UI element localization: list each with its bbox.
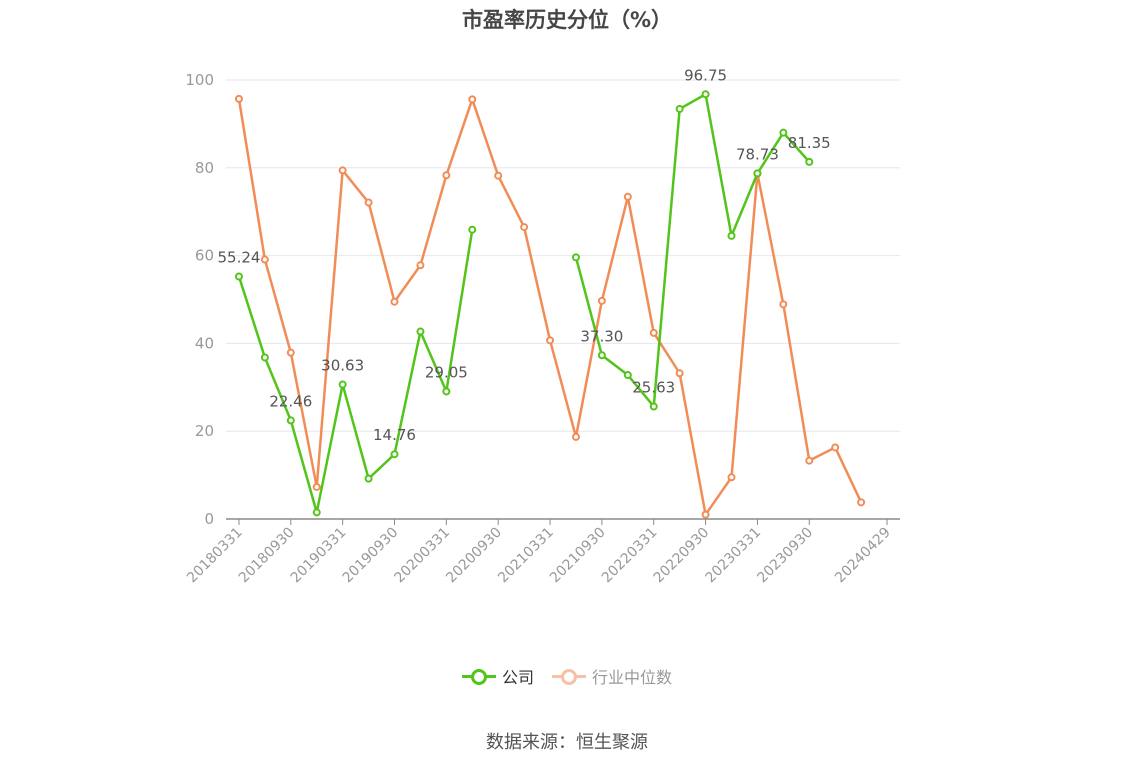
- data-point: [442, 387, 451, 396]
- data-point: [260, 255, 269, 264]
- data-point: [390, 450, 399, 459]
- data-point: [234, 94, 243, 103]
- data-point: [597, 351, 606, 360]
- data-point: [546, 336, 555, 345]
- data-point: [805, 456, 814, 465]
- data-label: 14.76: [373, 426, 416, 444]
- legend: 公司 行业中位数: [0, 664, 1134, 688]
- y-tick-label: 20: [195, 422, 214, 440]
- x-tick-label: 20200331: [391, 525, 453, 587]
- legend-item-company[interactable]: 公司: [461, 664, 534, 688]
- data-point: [234, 272, 243, 281]
- series-line: [237, 93, 811, 514]
- data-point: [597, 296, 606, 305]
- data-point: [312, 482, 321, 491]
- data-point: [701, 90, 710, 99]
- y-tick-label: 40: [195, 334, 214, 352]
- legend-industry-label: 行业中位数: [592, 668, 673, 687]
- data-point: [338, 166, 347, 175]
- data-point: [623, 371, 632, 380]
- data-point: [623, 192, 632, 201]
- data-label: 96.75: [684, 66, 727, 84]
- series-company: [234, 90, 814, 517]
- data-point: [364, 198, 373, 207]
- y-tick-label: 80: [195, 159, 214, 177]
- legend-company-marker-icon: [461, 669, 496, 685]
- x-tick-label: 20220331: [599, 525, 661, 587]
- data-point: [857, 498, 866, 507]
- data-point: [727, 231, 736, 240]
- data-label: 55.24: [217, 248, 260, 266]
- data-point: [286, 416, 295, 425]
- data-point: [364, 474, 373, 483]
- data-point: [779, 300, 788, 309]
- data-point: [649, 402, 658, 411]
- y-tick-label: 100: [185, 71, 214, 89]
- data-label: 78.73: [736, 145, 779, 163]
- data-point: [468, 95, 477, 104]
- data-point: [338, 380, 347, 389]
- data-source: 数据来源：恒生聚源: [486, 732, 648, 753]
- data-point: [831, 443, 840, 452]
- x-tick-label: 20210331: [495, 525, 557, 587]
- legend-item-industry-median[interactable]: 行业中位数: [552, 664, 672, 688]
- data-point: [416, 327, 425, 336]
- data-point: [260, 353, 269, 362]
- data-label: 37.30: [580, 327, 623, 345]
- x-tick-label: 20190331: [288, 525, 350, 587]
- y-tick-label: 60: [195, 247, 214, 265]
- x-tick-label: 20230331: [703, 525, 765, 587]
- data-label: 81.35: [788, 134, 831, 152]
- x-tick-label: 20220930: [651, 525, 713, 587]
- data-point: [675, 104, 684, 113]
- data-point: [727, 473, 736, 482]
- data-point: [571, 253, 580, 262]
- x-tick-label: 20230930: [754, 525, 816, 587]
- data-point: [520, 223, 529, 232]
- data-point: [675, 369, 684, 378]
- data-point: [779, 128, 788, 137]
- x-tick-label: 20200930: [443, 525, 505, 587]
- chart-title: 市盈率历史分位（%）: [461, 8, 673, 32]
- x-tick-label: 20180930: [236, 525, 298, 587]
- data-point: [805, 157, 814, 166]
- data-point: [468, 225, 477, 234]
- data-point: [701, 510, 710, 519]
- data-point: [442, 171, 451, 180]
- y-tick-label: 0: [204, 510, 214, 528]
- x-tick-label: 20180331: [184, 525, 246, 587]
- data-point: [571, 432, 580, 441]
- data-point: [390, 297, 399, 306]
- data-point: [416, 261, 425, 270]
- data-label: 30.63: [321, 357, 364, 375]
- data-label: 22.46: [269, 392, 312, 410]
- data-point: [753, 169, 762, 178]
- x-tick-label: 20190930: [340, 525, 402, 587]
- x-tick-label: 20240429: [832, 525, 894, 587]
- legend-industry-marker-icon: [552, 669, 586, 685]
- x-tick-label: 20210930: [547, 525, 609, 587]
- data-point: [312, 508, 321, 517]
- legend-company-label: 公司: [501, 668, 534, 687]
- data-point: [286, 348, 295, 357]
- data-point: [649, 328, 658, 337]
- data-label: 25.63: [632, 378, 675, 396]
- data-point: [494, 171, 503, 180]
- data-label: 29.05: [425, 363, 468, 381]
